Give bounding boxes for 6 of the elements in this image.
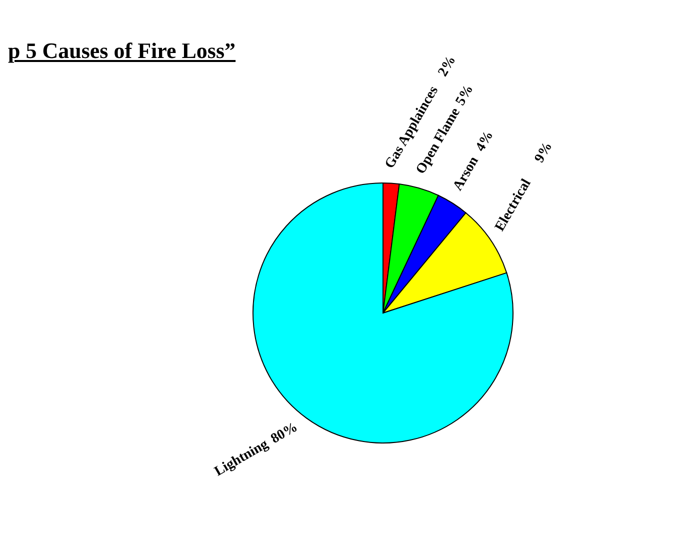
data-label: 9% (532, 140, 556, 166)
data-label: 4% (473, 128, 497, 154)
data-label: 2% (436, 54, 460, 80)
chart-title: p 5 Causes of Fire Loss” (8, 38, 236, 64)
data-label: 80% (268, 420, 300, 447)
data-label: 5% (453, 82, 477, 108)
